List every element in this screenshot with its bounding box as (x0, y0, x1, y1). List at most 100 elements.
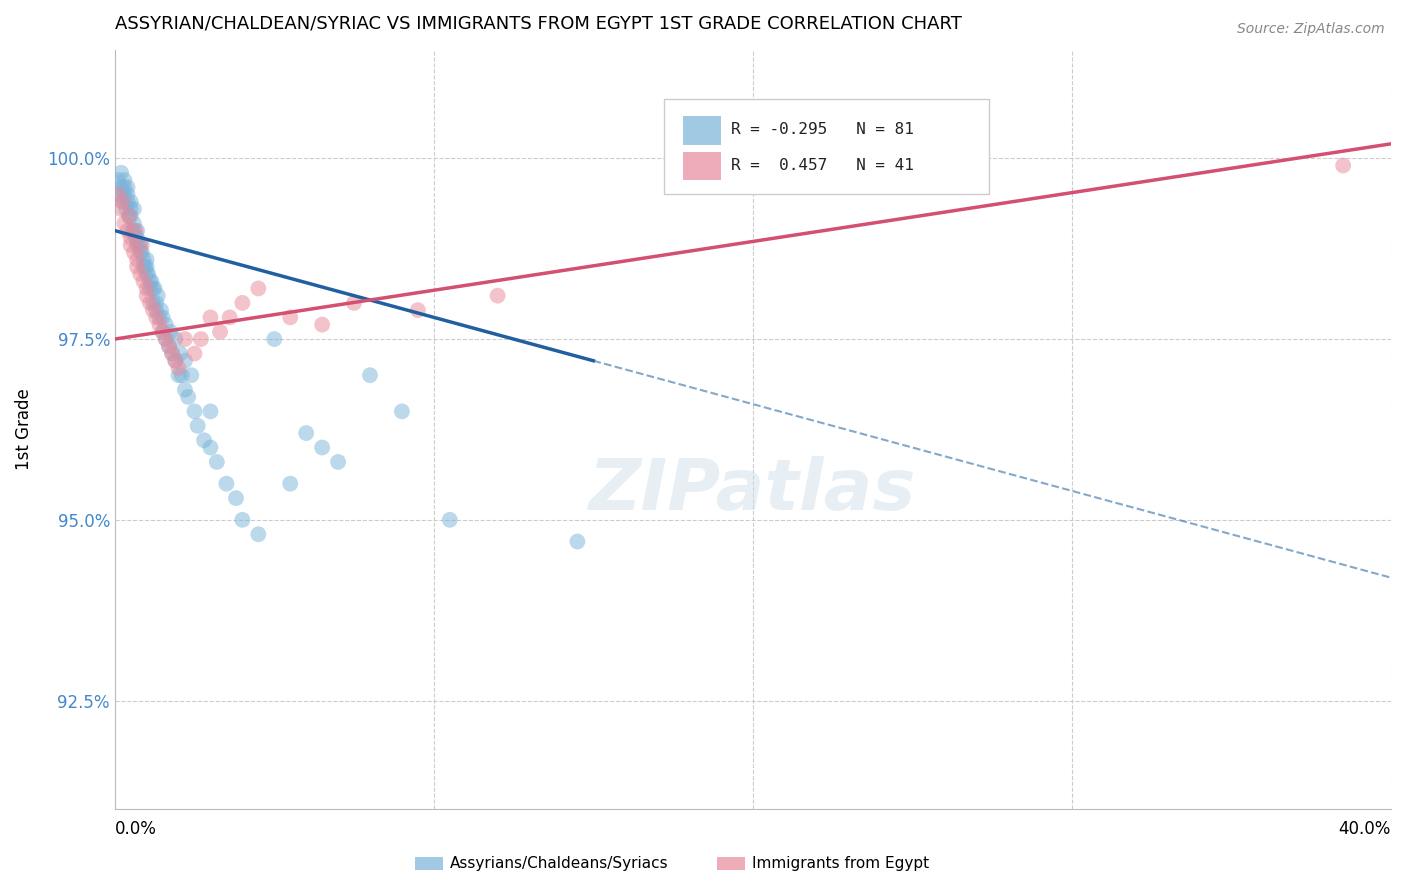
Point (117, 180, 139, 194)
Point (110, 202, 132, 216)
Point (174, 353, 197, 368)
Point (215, 476, 238, 491)
Point (117, 194, 139, 209)
Point (143, 281, 166, 295)
Point (125, 260, 148, 274)
Point (120, 202, 142, 216)
Point (148, 318, 170, 332)
Point (117, 224, 139, 238)
Point (135, 267, 157, 281)
Text: Assyrians/Chaldeans/Syriacs: Assyrians/Chaldeans/Syriacs (450, 856, 668, 871)
Point (129, 245, 152, 260)
Point (118, 209, 141, 223)
Bar (683, 152, 721, 180)
Point (121, 224, 143, 238)
Point (146, 288, 169, 302)
Point (209, 325, 232, 339)
Point (145, 296, 167, 310)
Point (117, 187, 139, 202)
Point (129, 238, 152, 252)
Point (139, 281, 162, 295)
Point (180, 368, 202, 383)
Text: R =  0.457   N = 41: R = 0.457 N = 41 (731, 158, 914, 173)
Point (311, 441, 333, 455)
Point (125, 231, 148, 245)
Point (152, 310, 174, 325)
Point (120, 194, 142, 209)
Point (145, 303, 167, 318)
Point (142, 296, 165, 310)
Point (183, 404, 205, 418)
Point (169, 346, 191, 360)
Text: ASSYRIAN/CHALDEAN/SYRIAC VS IMMIGRANTS FROM EGYPT 1ST GRADE CORRELATION CHART: ASSYRIAN/CHALDEAN/SYRIAC VS IMMIGRANTS F… (115, 15, 962, 33)
Point (247, 527, 270, 541)
Point (128, 238, 150, 252)
Point (122, 202, 145, 216)
Point (132, 252, 155, 267)
Text: 40.0%: 40.0% (1339, 820, 1391, 838)
Point (131, 245, 153, 260)
Point (167, 361, 190, 376)
Point (122, 224, 145, 238)
Point (486, 288, 509, 302)
Point (108, 187, 131, 202)
Point (125, 252, 148, 267)
Point (165, 353, 187, 368)
Point (311, 318, 333, 332)
Text: 0.0%: 0.0% (115, 820, 156, 838)
Point (120, 231, 142, 245)
Text: R = -0.295   N = 81: R = -0.295 N = 81 (731, 122, 914, 137)
Point (159, 325, 181, 339)
Point (391, 404, 413, 418)
Point (177, 390, 200, 404)
Point (174, 332, 197, 346)
Point (118, 209, 141, 223)
Point (112, 187, 135, 202)
Point (231, 296, 253, 310)
Point (165, 332, 187, 346)
Point (142, 281, 165, 295)
Point (136, 267, 159, 281)
Point (132, 260, 155, 274)
Point (148, 310, 170, 325)
Point (167, 368, 190, 383)
Point (200, 310, 222, 325)
Y-axis label: 1st Grade: 1st Grade (15, 389, 32, 470)
FancyBboxPatch shape (664, 99, 988, 194)
Point (135, 260, 157, 274)
Point (200, 441, 222, 455)
Point (107, 173, 129, 187)
Point (278, 476, 301, 491)
Point (107, 187, 129, 202)
Point (122, 245, 145, 260)
Point (155, 318, 177, 332)
Point (406, 303, 429, 318)
Point (278, 310, 301, 325)
Point (152, 325, 174, 339)
Point (567, 534, 589, 549)
Point (115, 202, 138, 216)
Point (135, 281, 157, 295)
Text: ZIPatlas: ZIPatlas (589, 456, 917, 524)
Point (112, 180, 135, 194)
Point (160, 346, 183, 360)
Point (125, 224, 148, 238)
Text: Immigrants from Egypt: Immigrants from Egypt (752, 856, 929, 871)
Point (152, 325, 174, 339)
Point (122, 216, 145, 230)
Point (170, 368, 193, 383)
Bar (683, 116, 721, 145)
Point (1331, 159, 1354, 173)
Point (132, 274, 155, 288)
Point (124, 231, 146, 245)
Point (183, 346, 205, 360)
Point (110, 166, 132, 180)
Point (295, 425, 318, 440)
Point (247, 281, 270, 295)
Point (343, 296, 366, 310)
Point (134, 260, 156, 274)
Point (193, 434, 215, 448)
Point (111, 194, 134, 209)
Point (160, 346, 183, 360)
Point (145, 310, 167, 325)
